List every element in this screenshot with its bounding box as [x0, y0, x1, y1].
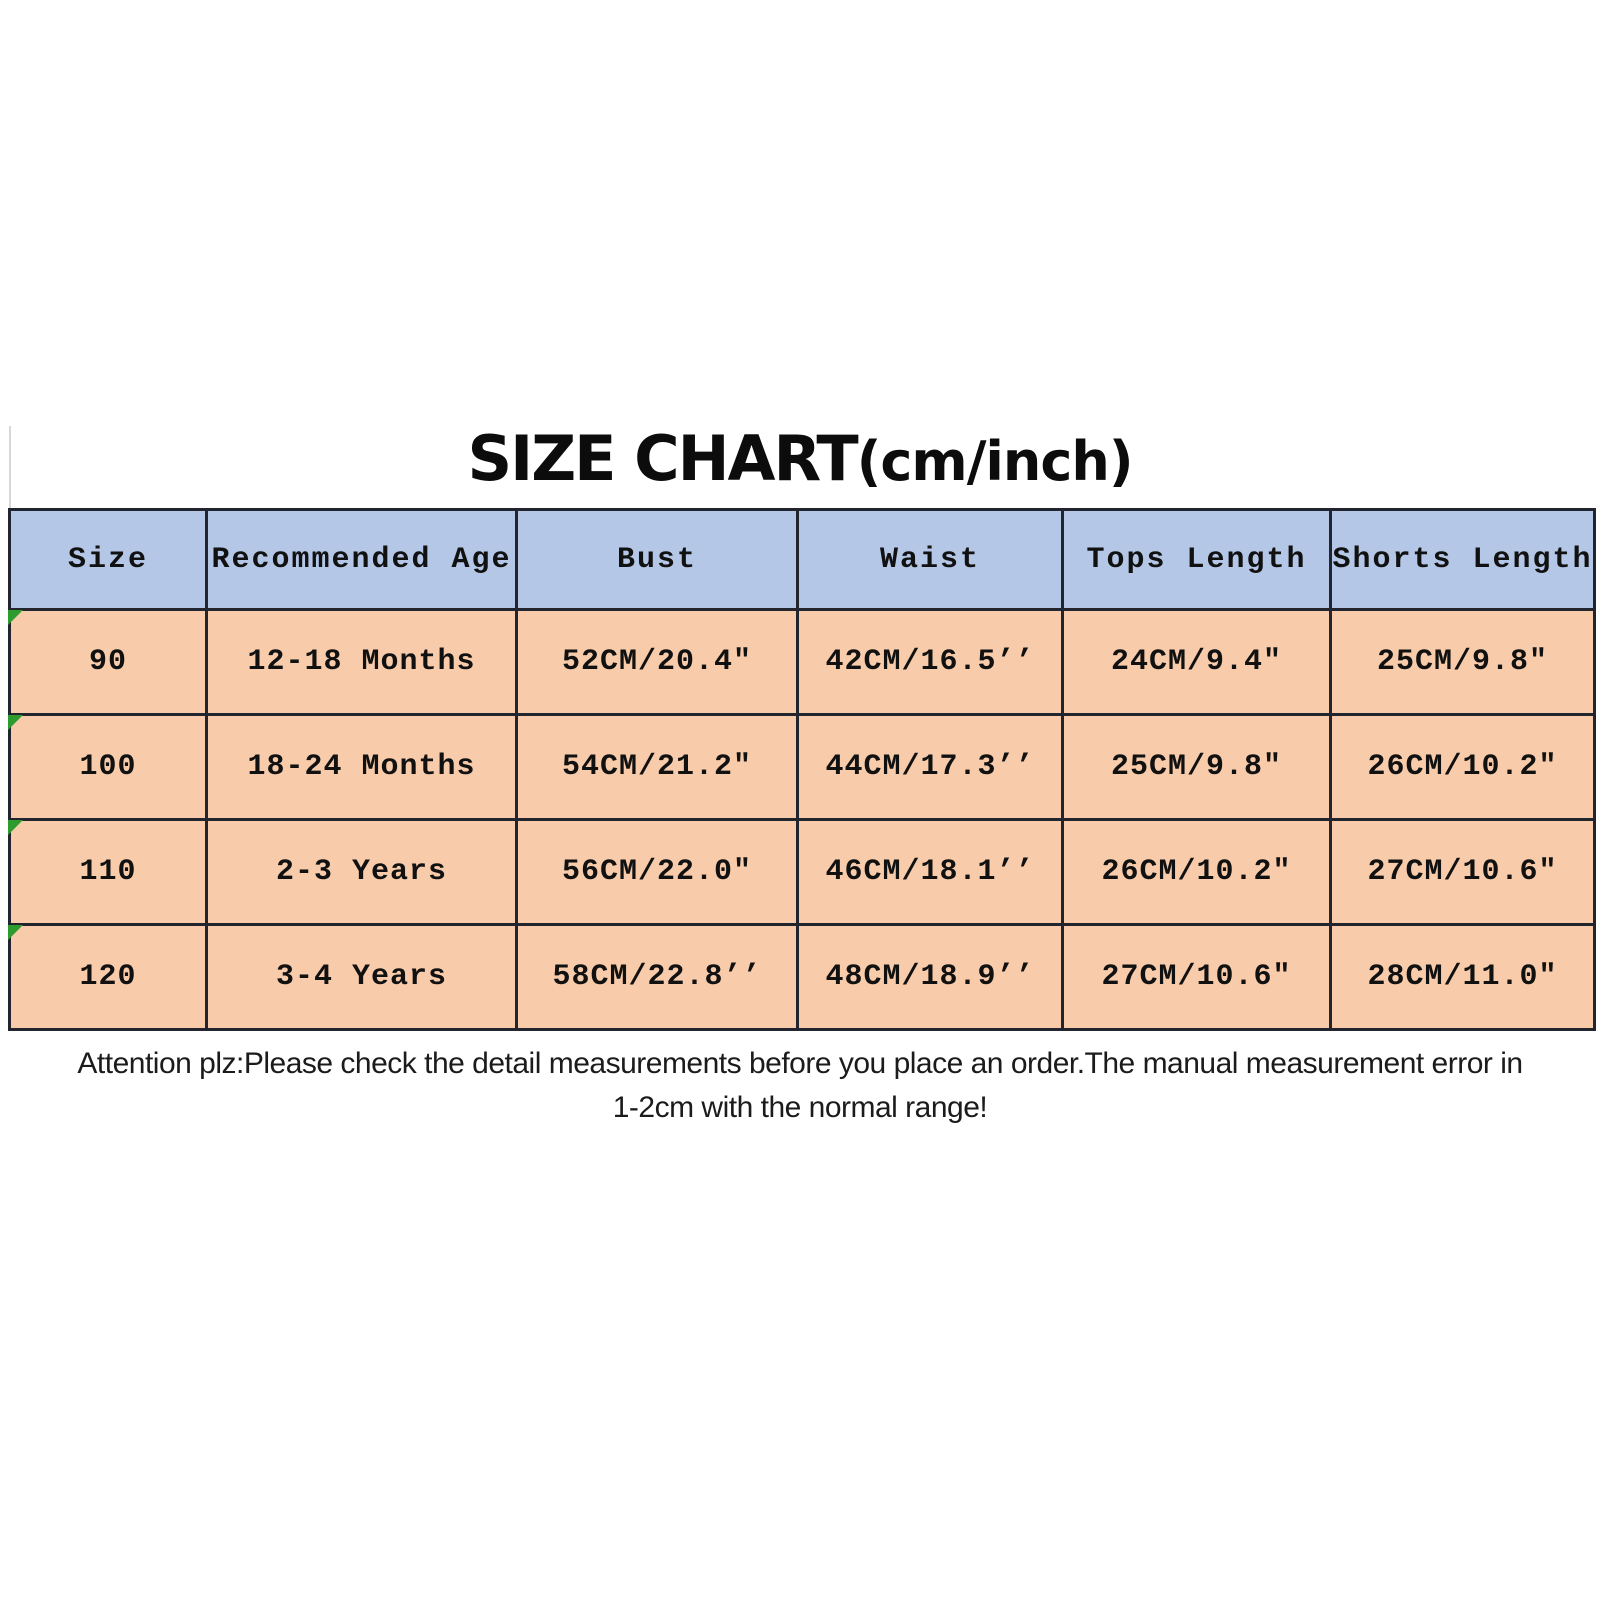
cell-age: 12-18 Months: [205, 608, 518, 716]
panel-edge-line: [9, 426, 11, 510]
attention-note: Attention plz:Please check the detail me…: [0, 1042, 1600, 1130]
col-header-shorts-length: Shorts Length: [1329, 508, 1596, 611]
col-header-tops-length: Tops Length: [1061, 508, 1332, 611]
cell-shorts: 27CM/10.6″: [1329, 818, 1596, 926]
cell-shorts: 25CM/9.8″: [1329, 608, 1596, 716]
col-header-size: Size: [8, 508, 208, 611]
cell-age: 3-4 Years: [205, 923, 518, 1031]
cell-age: 2-3 Years: [205, 818, 518, 926]
cell-waist: 46CM/18.1’’: [796, 818, 1064, 926]
title-unit: (cm/inch): [856, 430, 1134, 493]
attention-note-line2: 1-2cm with the normal range!: [612, 1091, 988, 1124]
cell-size: 100: [8, 713, 208, 821]
cell-tops: 26CM/10.2″: [1061, 818, 1332, 926]
cell-bust: 52CM/20.4″: [515, 608, 799, 716]
attention-note-line1: Attention plz:Please check the detail me…: [77, 1047, 1523, 1080]
cell-size: 110: [8, 818, 208, 926]
cell-shorts: 26CM/10.2″: [1329, 713, 1596, 821]
cell-size: 90: [8, 608, 208, 716]
table-row: 120 3-4 Years 58CM/22.8’’ 48CM/18.9’’ 27…: [8, 923, 1596, 1031]
col-header-waist: Waist: [796, 508, 1064, 611]
table-row: 100 18-24 Months 54CM/21.2″ 44CM/17.3’’ …: [8, 713, 1596, 821]
cell-tops: 27CM/10.6″: [1061, 923, 1332, 1031]
cell-tops: 25CM/9.8″: [1061, 713, 1332, 821]
cell-bust: 54CM/21.2″: [515, 713, 799, 821]
table-row: 110 2-3 Years 56CM/22.0″ 46CM/18.1’’ 26C…: [8, 818, 1596, 926]
col-header-bust: Bust: [515, 508, 799, 611]
cell-shorts: 28CM/11.0″: [1329, 923, 1596, 1031]
cell-size: 120: [8, 923, 208, 1031]
title-main: SIZE CHART: [467, 422, 858, 495]
cell-tops: 24CM/9.4″: [1061, 608, 1332, 716]
table-header-row: Size Recommended Age Bust Waist Tops Len…: [8, 508, 1596, 611]
cell-waist: 48CM/18.9’’: [796, 923, 1064, 1031]
cell-bust: 58CM/22.8’’: [515, 923, 799, 1031]
col-header-recommended-age: Recommended Age: [205, 508, 518, 611]
cell-age: 18-24 Months: [205, 713, 518, 821]
table-row: 90 12-18 Months 52CM/20.4″ 42CM/16.5’’ 2…: [8, 608, 1596, 716]
cell-waist: 44CM/17.3’’: [796, 713, 1064, 821]
cell-waist: 42CM/16.5’’: [796, 608, 1064, 716]
size-chart-table: Size Recommended Age Bust Waist Tops Len…: [8, 508, 1596, 1031]
cell-bust: 56CM/22.0″: [515, 818, 799, 926]
page-title: SIZE CHART(cm/inch): [0, 422, 1600, 495]
